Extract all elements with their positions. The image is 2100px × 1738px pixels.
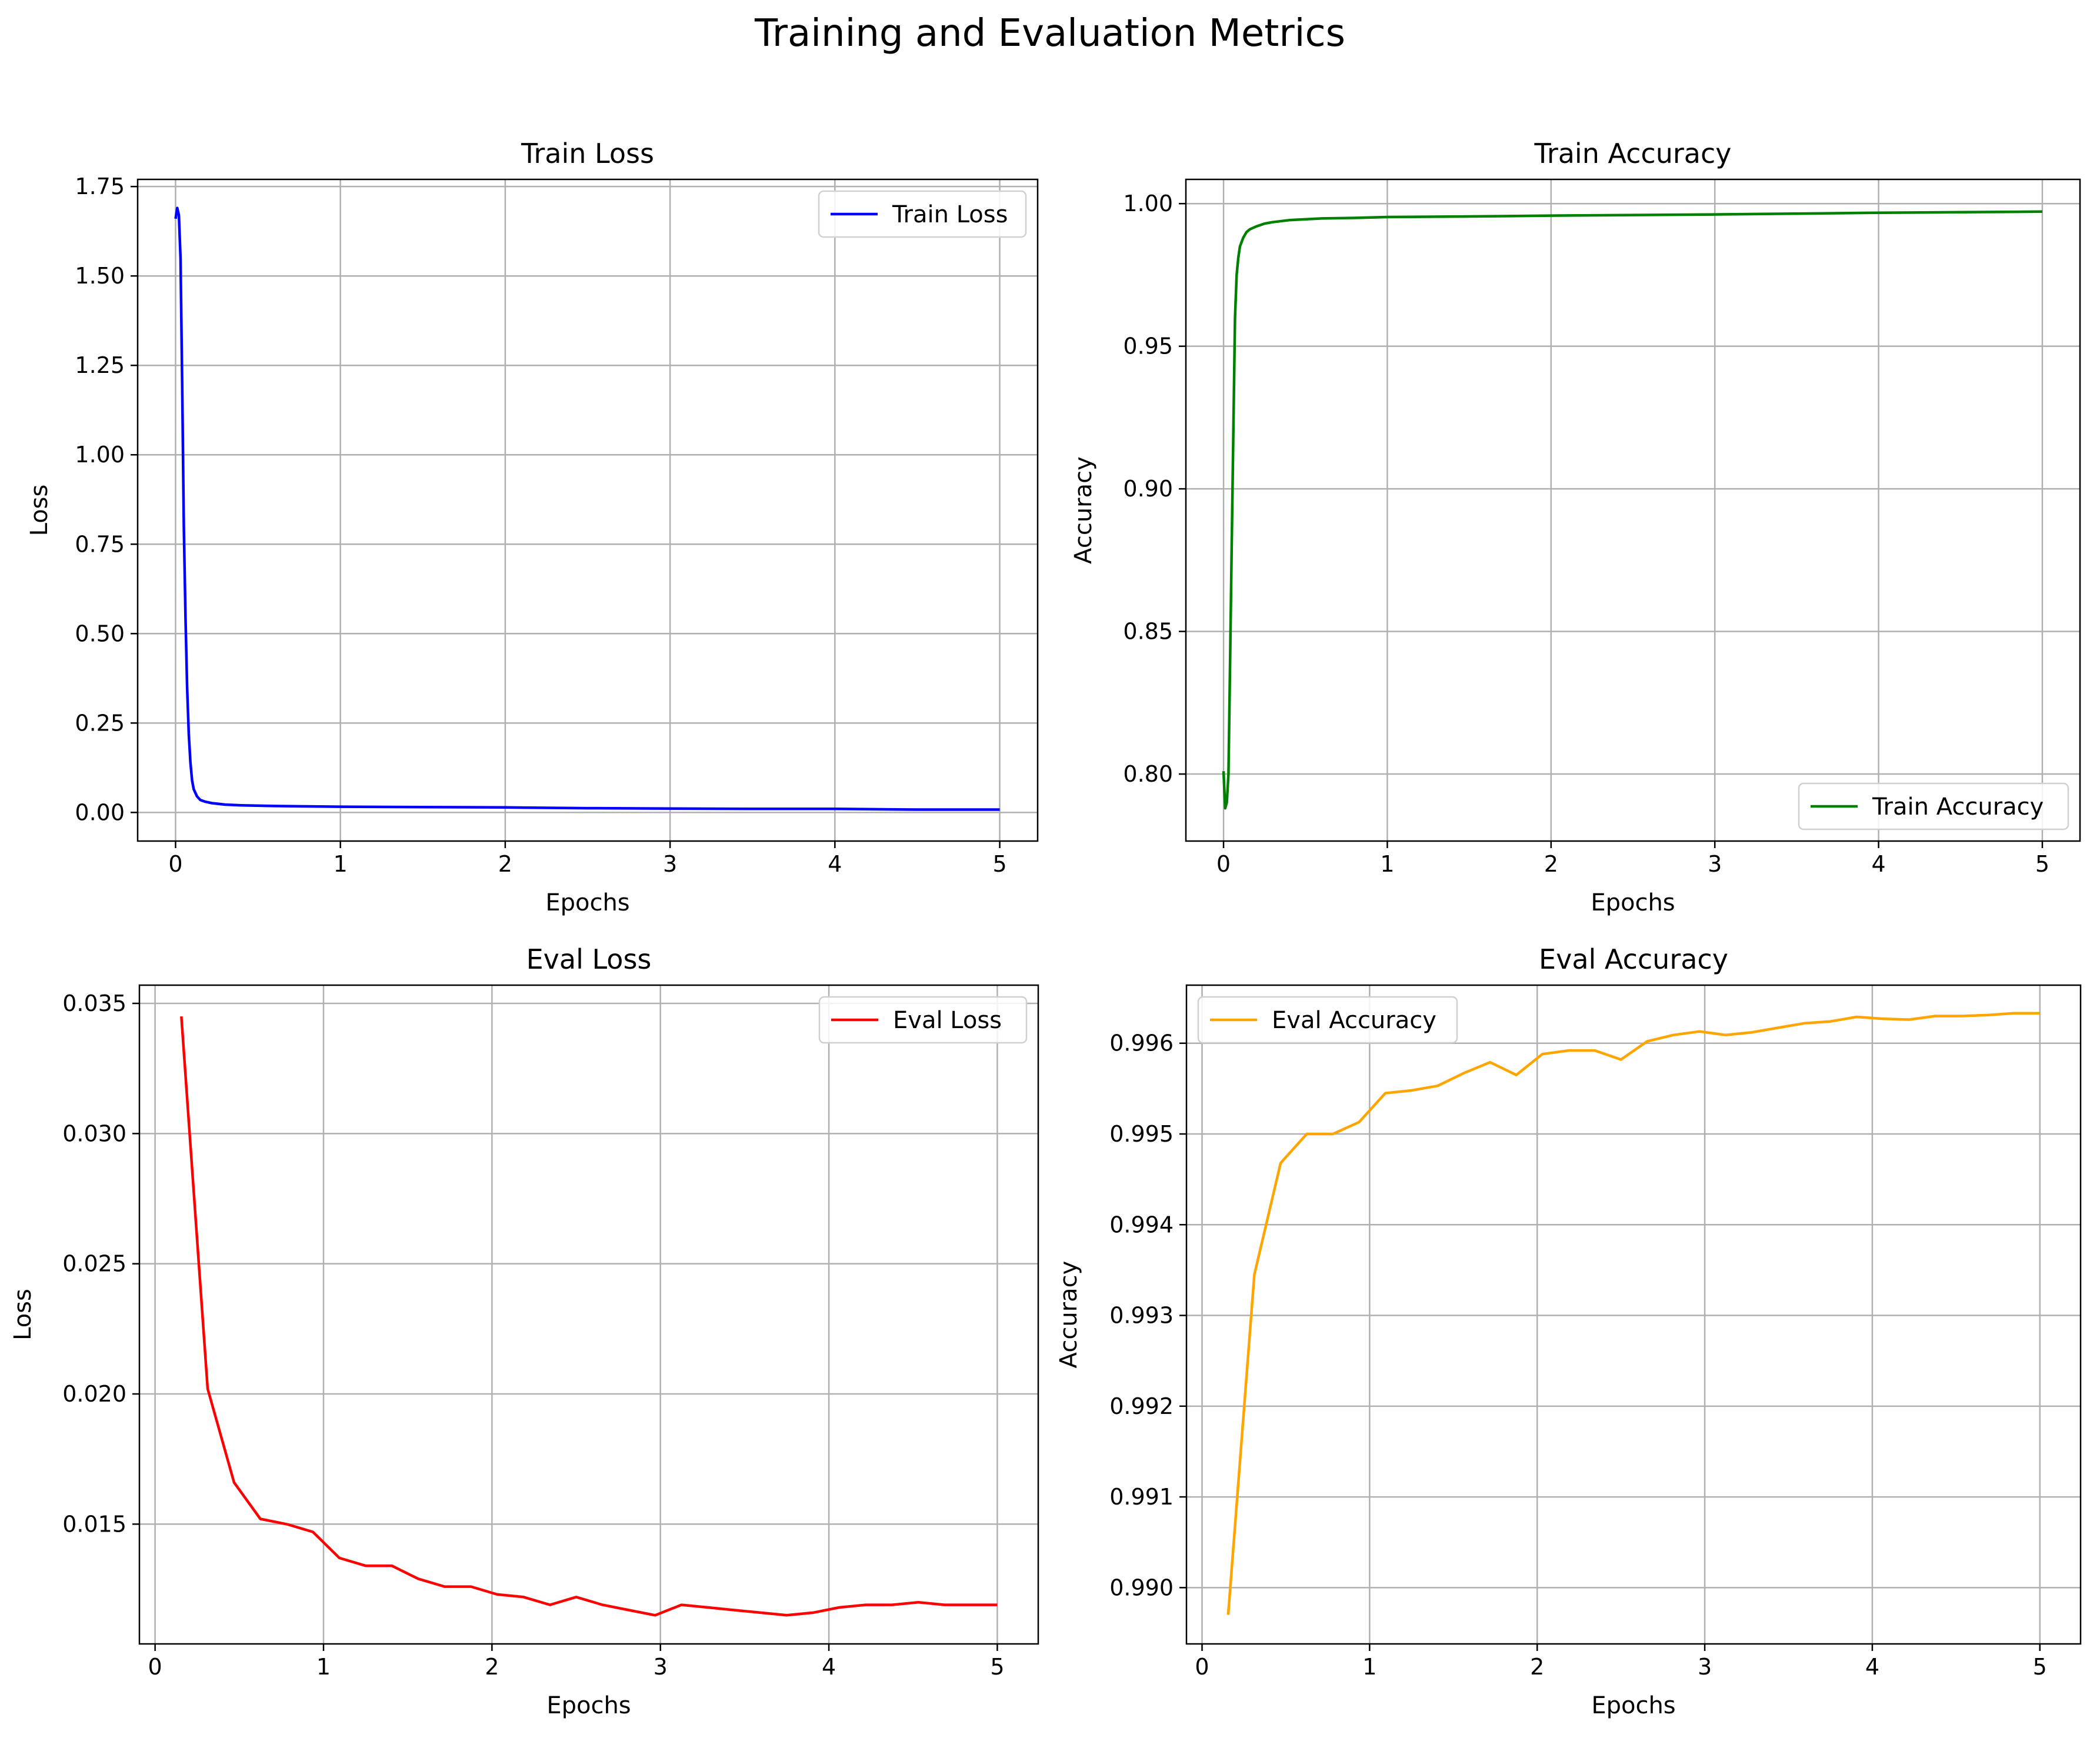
y-axis-label: Loss	[26, 485, 53, 536]
y-axis-label: Accuracy	[1070, 456, 1097, 564]
legend: Eval Accuracy	[1197, 996, 1458, 1044]
legend-box	[1197, 996, 1458, 1044]
y-tick-label: 1.00	[75, 442, 125, 468]
x-tick-label: 3	[663, 851, 677, 877]
y-tick-label: 0.995	[1109, 1121, 1174, 1147]
legend: Train Loss	[818, 190, 1027, 238]
x-tick-label: 5	[2033, 1654, 2047, 1680]
x-tick-label: 2	[1544, 851, 1558, 877]
x-tick-label: 3	[1708, 851, 1722, 877]
y-tick-label: 0.50	[75, 621, 125, 646]
legend-box	[1798, 782, 2069, 830]
series-line-1	[1226, 1012, 2040, 1615]
axes-frame	[1185, 984, 2082, 1645]
y-tick-label: 0.95	[1123, 333, 1173, 359]
y-tick-label: 0.035	[62, 990, 126, 1016]
y-tick-label: 0.85	[1123, 619, 1173, 645]
y-axis-label: Accuracy	[1055, 1261, 1082, 1369]
legend: Eval Loss	[818, 996, 1028, 1044]
y-tick-label: 0.994	[1109, 1212, 1174, 1237]
x-tick-label: 1	[1362, 1654, 1376, 1680]
x-tick-label: 3	[654, 1654, 668, 1680]
y-tick-label: 1.50	[75, 263, 125, 289]
y-tick-label: 1.75	[75, 174, 125, 199]
y-tick-label: 0.992	[1109, 1393, 1174, 1419]
x-tick-label: 1	[334, 851, 348, 877]
x-tick-label: 0	[168, 851, 182, 877]
x-axis-label: Epochs	[545, 889, 629, 916]
y-tick-label: 1.25	[75, 352, 125, 378]
series-line-1	[180, 1016, 998, 1617]
x-tick-label: 2	[485, 1654, 499, 1680]
panel-3: 0 1 2 3 4 5 0.015 0.020 0.025 0.030 0.035 Eval Loss…	[9, 943, 1039, 1719]
legend-label: Eval Loss	[893, 1007, 1002, 1034]
y-tick-label: 0.020	[62, 1381, 126, 1407]
panel-2: 0 1 2 3 4 5 0.80 0.85 0.90 0.95 1.00 Train Accuracy…	[1070, 138, 2081, 916]
legend: Train Accuracy	[1798, 782, 2069, 830]
legend-label: Eval Accuracy	[1272, 1007, 1436, 1034]
axes-frame	[138, 984, 1039, 1645]
x-tick-label: 5	[990, 1654, 1004, 1680]
y-tick-label: 0.025	[62, 1251, 126, 1277]
x-tick-label: 0	[1195, 1654, 1209, 1680]
axes-frame	[136, 178, 1039, 842]
x-tick-label: 4	[822, 1654, 836, 1680]
x-tick-label: 2	[498, 851, 512, 877]
x-tick-label: 4	[1871, 851, 1885, 877]
x-axis-label: Epochs	[1591, 1692, 1675, 1719]
y-tick-label: 0.75	[75, 531, 125, 557]
panels: 0 1 2 3 4 5 0.00 0.25 0.50 0.75 1.00 1.25 1.50 1.75 Tr…	[9, 138, 2082, 1719]
panel-title: Eval Accuracy	[1539, 943, 1728, 975]
y-axis-label: Loss	[9, 1289, 36, 1340]
panel-4: 0 1 2 3 4 5 0.990 0.991 0.992 0.993 0.994 0.995 0.99…	[1055, 943, 2082, 1719]
x-tick-label: 3	[1698, 1654, 1712, 1680]
y-tick-label: 0.80	[1123, 761, 1173, 787]
x-tick-label: 0	[148, 1654, 162, 1680]
x-tick-label: 0	[1216, 851, 1231, 877]
y-tick-label: 0.996	[1109, 1030, 1174, 1056]
series-line-1	[1222, 210, 2043, 810]
x-tick-label: 1	[1380, 851, 1394, 877]
x-tick-label: 4	[1865, 1654, 1879, 1680]
legend-box	[818, 190, 1027, 238]
y-tick-label: 0.993	[1109, 1303, 1174, 1329]
panel-title: Eval Loss	[526, 943, 652, 975]
legend-label: Train Loss	[892, 201, 1008, 228]
x-tick-label: 5	[2035, 851, 2049, 877]
y-tick-label: 1.00	[1123, 191, 1173, 216]
x-tick-label: 1	[316, 1654, 331, 1680]
y-tick-label: 0.00	[75, 799, 125, 825]
panel-title: Train Accuracy	[1534, 138, 1731, 169]
y-tick-label: 0.25	[75, 710, 125, 736]
legend-box	[818, 996, 1028, 1044]
x-tick-label: 4	[828, 851, 842, 877]
x-axis-label: Epochs	[1591, 889, 1675, 916]
series-line-1	[174, 206, 1000, 811]
figure-title: Training and Evaluation Metrics	[754, 12, 1345, 55]
y-tick-label: 0.030	[62, 1120, 126, 1146]
x-tick-label: 2	[1530, 1654, 1544, 1680]
panel-title: Train Loss	[521, 138, 654, 169]
axes-frame	[1185, 178, 2081, 842]
x-tick-label: 5	[992, 851, 1006, 877]
y-tick-label: 0.991	[1109, 1484, 1174, 1510]
panel-1: 0 1 2 3 4 5 0.00 0.25 0.50 0.75 1.00 1.25 1.50 1.75 Tr…	[26, 138, 1039, 916]
legend-label: Train Accuracy	[1872, 793, 2044, 820]
x-axis-label: Epochs	[546, 1692, 631, 1719]
y-tick-label: 0.90	[1123, 476, 1173, 502]
y-tick-label: 0.990	[1109, 1574, 1174, 1600]
y-tick-label: 0.015	[62, 1511, 126, 1537]
